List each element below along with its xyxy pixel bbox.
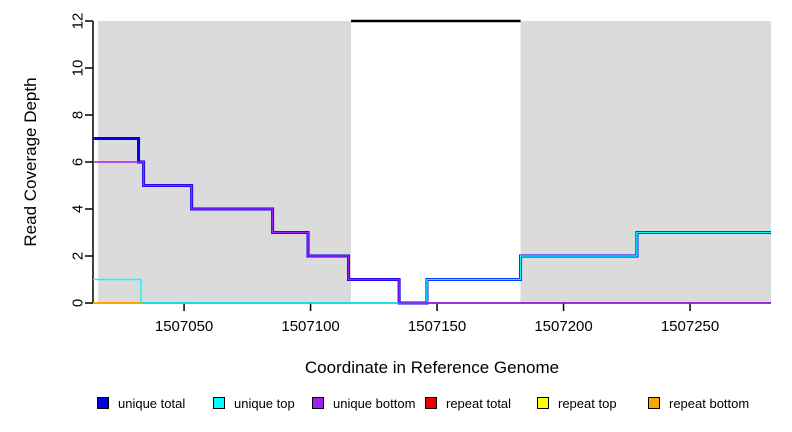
y-tick-label: 2 [69,252,86,260]
legend-swatch-unique-top [213,397,225,409]
legend-swatch-repeat-top [537,397,549,409]
x-tick-label: 1507150 [408,318,466,335]
legend-item-repeat-bottom: repeat bottom [648,394,749,412]
series-unique-top [93,231,771,304]
legend-swatch-unique-total [97,397,109,409]
y-tick-label: 6 [69,158,86,166]
y-tick-label: 8 [69,111,86,119]
legend-label-unique-top: unique top [234,395,295,411]
legend-label-unique-bottom: unique bottom [333,395,416,411]
y-tick-label: 0 [69,299,86,307]
x-tick-label: 1507200 [534,318,592,335]
legend-item-unique-top: unique top [213,394,295,412]
series-unique-bottom [93,161,771,304]
legend-item-unique-bottom: unique bottom [312,394,415,412]
y-axis-title: Read Coverage Depth [21,77,40,247]
legend-swatch-repeat-total [425,397,437,409]
legend-label-repeat-total: repeat total [446,395,512,411]
legend-item-repeat-top: repeat top [537,394,617,412]
legend-label-repeat-top: repeat top [558,395,617,411]
legend-swatch-unique-bottom [312,397,324,409]
legend-item-unique-total: unique total [97,394,185,412]
x-tick-label: 1507050 [155,318,213,335]
legend-label-repeat-bottom: repeat bottom [669,395,750,411]
x-tick-label: 1507100 [281,318,339,335]
x-tick-label: 1507250 [661,318,719,335]
x-axis-title: Coordinate in Reference Genome [304,358,560,377]
legend-label-unique-total: unique total [118,395,186,411]
legend-swatch-repeat-bottom [648,397,660,409]
y-tick-label: 10 [69,60,86,77]
legend-item-repeat-total: repeat total [425,394,511,412]
y-tick-label: 12 [69,13,86,30]
shaded-region [520,21,771,303]
legend: unique total unique top unique bottom repea… [0,394,792,418]
y-tick-label: 4 [69,205,86,213]
